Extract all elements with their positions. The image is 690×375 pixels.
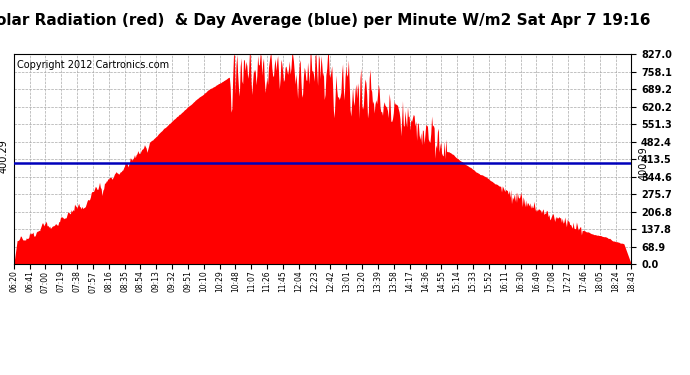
Text: 400.29: 400.29 bbox=[0, 139, 8, 173]
Text: Copyright 2012 Cartronics.com: Copyright 2012 Cartronics.com bbox=[17, 60, 169, 70]
Text: 400.29: 400.29 bbox=[638, 146, 649, 180]
Text: Solar Radiation (red)  & Day Average (blue) per Minute W/m2 Sat Apr 7 19:16: Solar Radiation (red) & Day Average (blu… bbox=[0, 13, 650, 28]
